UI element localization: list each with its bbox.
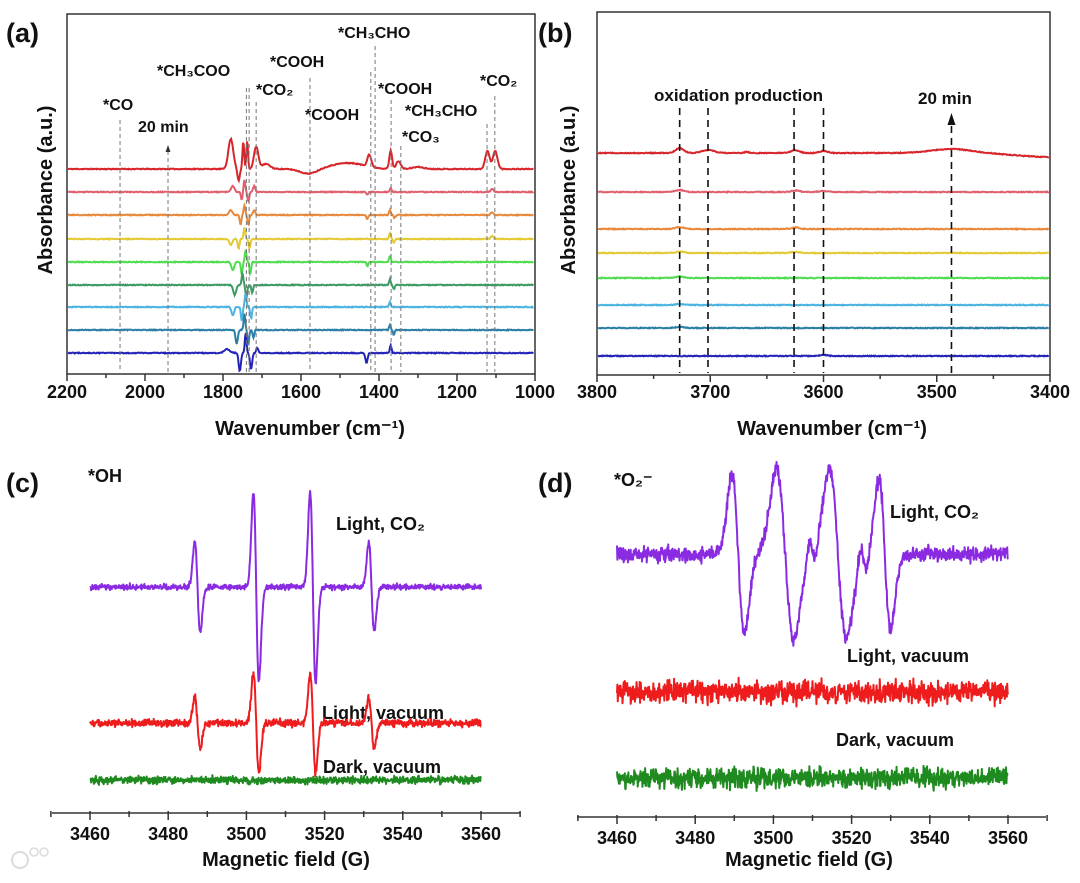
epr-trace-3-1 [616,676,1009,708]
annotations-a: *CO *CH₃COO *COOH *CO₂ *COOH *CH₃CHO *CO… [103,25,517,146]
y-axis-title-b: Absorbance (a.u.) [558,106,580,275]
annotation-co2-1: *CO₂ [256,82,293,99]
annotation-co3: *CO₃ [402,129,440,146]
annotation-cooh-3: *COOH [378,81,432,98]
species-label-c: *OH [88,466,122,486]
series-label-d-light-co2: Light, CO₂ [890,502,979,522]
x-tick-label: 2200 [47,382,87,402]
x-tick-label: 3520 [305,824,345,844]
annotation-ch3coo: *CH₃COO [157,63,230,80]
traces-layer [67,136,1050,792]
series-label-c-light-co2: Light, CO₂ [336,514,425,534]
epr-trace-2-0 [89,490,482,685]
spectrum-trace-0-3 [68,227,534,252]
x-tick-label: 3800 [577,382,617,402]
annotation-cooh-1: *COOH [270,54,324,71]
time-arrow-label-b: 20 min [918,89,972,108]
x-tick-label: 3460 [70,824,110,844]
x-tick-label: 1400 [359,382,399,402]
x-tick-label: 3540 [910,828,950,848]
spectrum-trace-0-4 [67,249,534,277]
epr-trace-2-1 [89,671,482,778]
spectrum-trace-0-6 [68,292,534,321]
x-tick-label: 3560 [988,828,1028,848]
x-axis-title-c: Magnetic field (G) [202,849,370,871]
panel-label-c: (c) [6,468,39,498]
x-tick-label: 1600 [281,382,321,402]
series-label-d-dark-vacuum: Dark, vacuum [836,730,954,750]
x-tick-label: 3540 [383,824,423,844]
spectrum-trace-0-0 [68,136,534,184]
x-tick-label: 3700 [690,382,730,402]
x-axis-title-d: Magnetic field (G) [725,849,893,871]
x-tick-label: 1800 [203,382,243,402]
species-label-d: *O₂⁻ [614,470,653,490]
x-tick-label: 3480 [148,824,188,844]
epr-trace-3-0 [616,461,1009,647]
panel-label-b: (b) [538,18,572,48]
arrow-head-icon [947,113,956,125]
x-tick-label: 3600 [803,382,843,402]
x-tick-label: 2000 [125,382,165,402]
time-arrow-label-a: 20 min [138,119,189,136]
arrow-head-icon [165,145,171,152]
x-tick-label: 3500 [917,382,957,402]
annotation-ch3cho-2: *CH₃CHO [405,103,477,120]
x-axis-title-a: Wavenumber (cm⁻¹) [215,418,405,440]
x-tick-label: 3400 [1030,382,1070,402]
y-axis-title-a: Absorbance (a.u.) [35,106,57,275]
series-label-c-dark-vacuum: Dark, vacuum [323,757,441,777]
panel-label-d: (d) [538,468,572,498]
epr-trace-3-2 [616,764,1009,792]
annotation-co2-2: *CO₂ [480,73,517,90]
x-tick-label: 3520 [832,828,872,848]
epr-trace-2-2 [89,774,482,786]
spectrum-trace-0-8 [67,332,534,373]
spectrum-trace-1-1 [597,188,1050,194]
x-tick-label: 3500 [226,824,266,844]
x-tick-label: 3500 [753,828,793,848]
x-tick-label: 1000 [515,382,555,402]
annotation-co: *CO [103,97,133,114]
spectrum-trace-0-7 [67,313,534,347]
spectrum-trace-0-2 [67,201,534,227]
x-axis-title-b: Wavenumber (cm⁻¹) [737,418,927,440]
axes-layer: 2200 2000 1800 1600 1400 1200 1000 3800 3700 3600… [47,46,1070,848]
annotation-ch3cho-1: *CH₃CHO [338,25,410,42]
panel-label-a: (a) [6,18,39,48]
series-label-c-light-vacuum: Light, vacuum [322,703,444,723]
x-tick-label: 3560 [461,824,501,844]
spectrum-trace-0-5 [67,269,534,299]
x-tick-label: 3480 [675,828,715,848]
x-tick-label: 1200 [437,382,477,402]
oxidation-production-label: oxidation production [654,86,823,105]
watermark-logo [11,847,49,869]
annotation-cooh-2: *COOH [305,107,359,124]
x-tick-label: 3460 [597,828,637,848]
series-label-d-light-vacuum: Light, vacuum [847,646,969,666]
spectrum-trace-0-1 [67,179,534,204]
